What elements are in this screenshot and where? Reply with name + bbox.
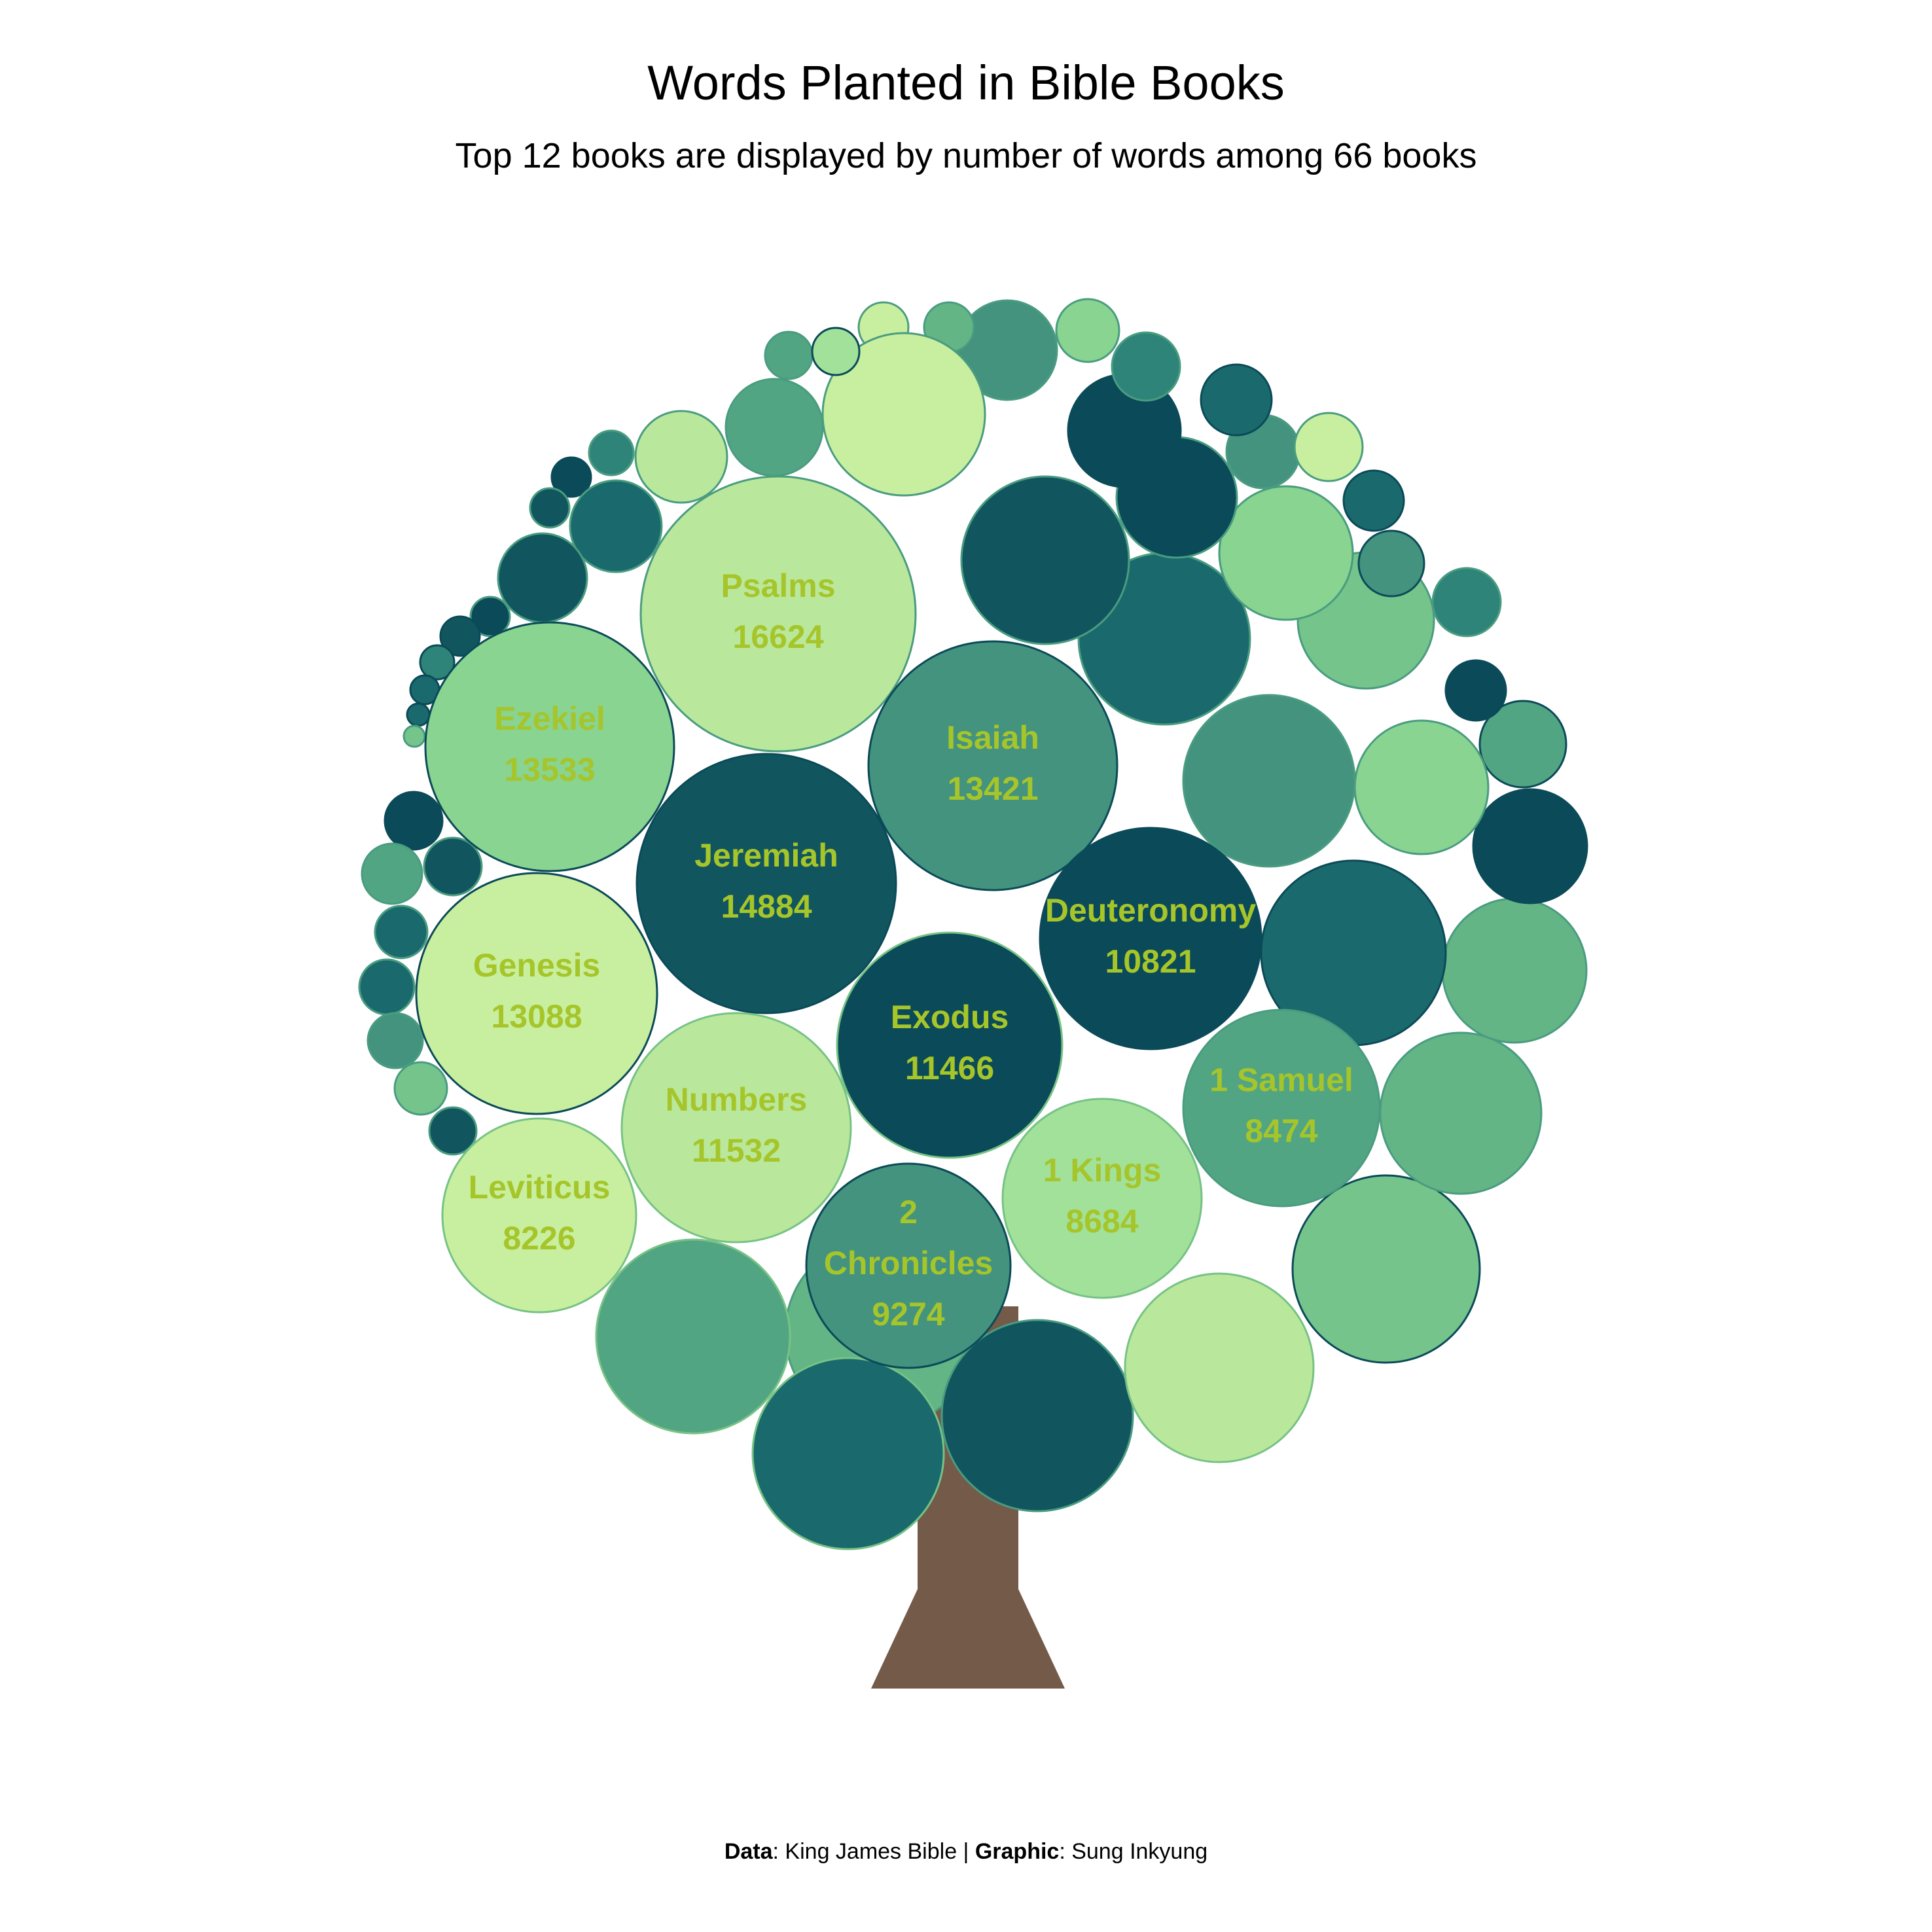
chart-title: Words Planted in Bible Books <box>647 56 1285 110</box>
caption-graphic-label: Graphic <box>975 1839 1060 1864</box>
book-word-count-label: 8474 <box>1245 1113 1317 1149</box>
book-word-count-label: 8684 <box>1065 1203 1138 1240</box>
book-bubble <box>1353 719 1490 855</box>
book-bubble <box>367 1012 424 1069</box>
book-bubble <box>751 1357 945 1550</box>
book-word-count-label: 13088 <box>491 998 582 1035</box>
book-bubble <box>361 842 423 905</box>
chart-subtitle: Top 12 books are displayed by number of … <box>456 136 1477 175</box>
book-bubble-highlighted <box>836 931 1064 1159</box>
book-bubble <box>1124 1272 1315 1463</box>
caption-data-value: : King James Bible | <box>772 1839 975 1864</box>
book-bubble-highlighted <box>1039 827 1262 1050</box>
book-bubble <box>1182 694 1356 868</box>
book-word-count-label: 13533 <box>504 751 595 788</box>
book-bubble <box>402 724 426 748</box>
book-bubble <box>1111 331 1181 402</box>
book-bubble <box>1444 659 1507 722</box>
book-bubble <box>393 1061 448 1116</box>
book-name-label: Isaiah <box>946 719 1039 756</box>
book-bubble <box>1218 485 1354 621</box>
book-word-count-label: 13421 <box>947 770 1038 807</box>
book-name-label: Leviticus <box>469 1169 611 1206</box>
book-bubble-highlighted <box>805 1162 1012 1369</box>
book-bubble <box>569 479 663 573</box>
book-bubble <box>1431 567 1502 637</box>
book-bubble <box>1472 788 1588 904</box>
book-name-label: 1 Samuel <box>1209 1062 1353 1098</box>
book-word-count-label: 9274 <box>872 1296 944 1333</box>
book-bubble <box>1291 1174 1481 1364</box>
book-bubble <box>634 410 728 504</box>
book-name-label: Genesis <box>473 947 601 984</box>
book-name-label: Jeremiah <box>694 837 838 874</box>
caption-data-label: Data <box>724 1839 773 1864</box>
caption: Data: King James Bible | Graphic: Sung I… <box>0 1839 1932 1865</box>
book-word-count-label: 11532 <box>692 1132 781 1169</box>
book-bubble <box>529 487 571 529</box>
book-bubble <box>1441 897 1588 1044</box>
book-bubble <box>724 378 824 477</box>
book-name-label: Exodus <box>891 999 1009 1035</box>
book-bubble <box>1478 700 1567 789</box>
book-bubble <box>406 702 431 727</box>
book-word-count-label: 11466 <box>905 1050 994 1086</box>
book-bubble <box>764 331 814 380</box>
book-bubble <box>469 596 511 637</box>
book-bubble-highlighted <box>1001 1098 1203 1299</box>
book-bubble-highlighted <box>635 753 897 1014</box>
book-name-label: Deuteronomy <box>1045 892 1256 929</box>
book-bubble <box>423 836 483 897</box>
book-name-label: 1 Kings <box>1043 1152 1162 1189</box>
book-bubble-highlighted <box>441 1117 637 1314</box>
book-bubble <box>940 1319 1134 1512</box>
book-bubble <box>419 644 456 681</box>
book-bubble <box>821 332 986 497</box>
book-word-count-label: 16624 <box>732 618 823 655</box>
book-bubble <box>428 1106 478 1156</box>
book-word-count-label: 10821 <box>1105 943 1196 980</box>
book-name-label: Chronicles <box>824 1245 993 1281</box>
book-name-label: Numbers <box>666 1081 808 1118</box>
book-bubble <box>1200 363 1273 437</box>
book-bubble <box>1379 1031 1543 1195</box>
book-bubble <box>550 456 592 498</box>
book-bubble <box>1293 412 1364 482</box>
book-name-label: 2 <box>899 1194 918 1230</box>
book-bubble <box>374 904 429 959</box>
book-word-count-label: 14884 <box>721 888 812 925</box>
book-name-label: Ezekiel <box>494 700 605 737</box>
book-bubble <box>358 958 416 1016</box>
book-bubble <box>1055 298 1120 363</box>
book-bubble <box>960 475 1130 645</box>
book-bubble-highlighted <box>1182 1009 1381 1208</box>
book-bubble-highlighted <box>639 475 917 753</box>
book-bubble <box>595 1238 791 1435</box>
book-bubble <box>1342 469 1405 532</box>
book-word-count-label: 8226 <box>503 1220 575 1257</box>
bubble-group: Psalms 16624 Jeremiah 14884 Ezekiel 13533 Isai… <box>358 298 1588 1550</box>
book-bubble <box>384 791 444 851</box>
book-bubble-highlighted <box>620 1012 852 1243</box>
book-bubble <box>811 327 861 376</box>
book-bubble <box>497 532 588 624</box>
caption-graphic-value: : Sung Inkyung <box>1059 1839 1208 1864</box>
book-bubble-highlighted <box>867 640 1118 891</box>
book-name-label: Psalms <box>721 567 835 604</box>
book-bubble <box>439 615 481 657</box>
book-bubble-highlighted <box>424 621 675 872</box>
book-bubble <box>588 429 635 476</box>
book-bubble-highlighted <box>415 872 658 1115</box>
book-bubble <box>1357 529 1425 598</box>
